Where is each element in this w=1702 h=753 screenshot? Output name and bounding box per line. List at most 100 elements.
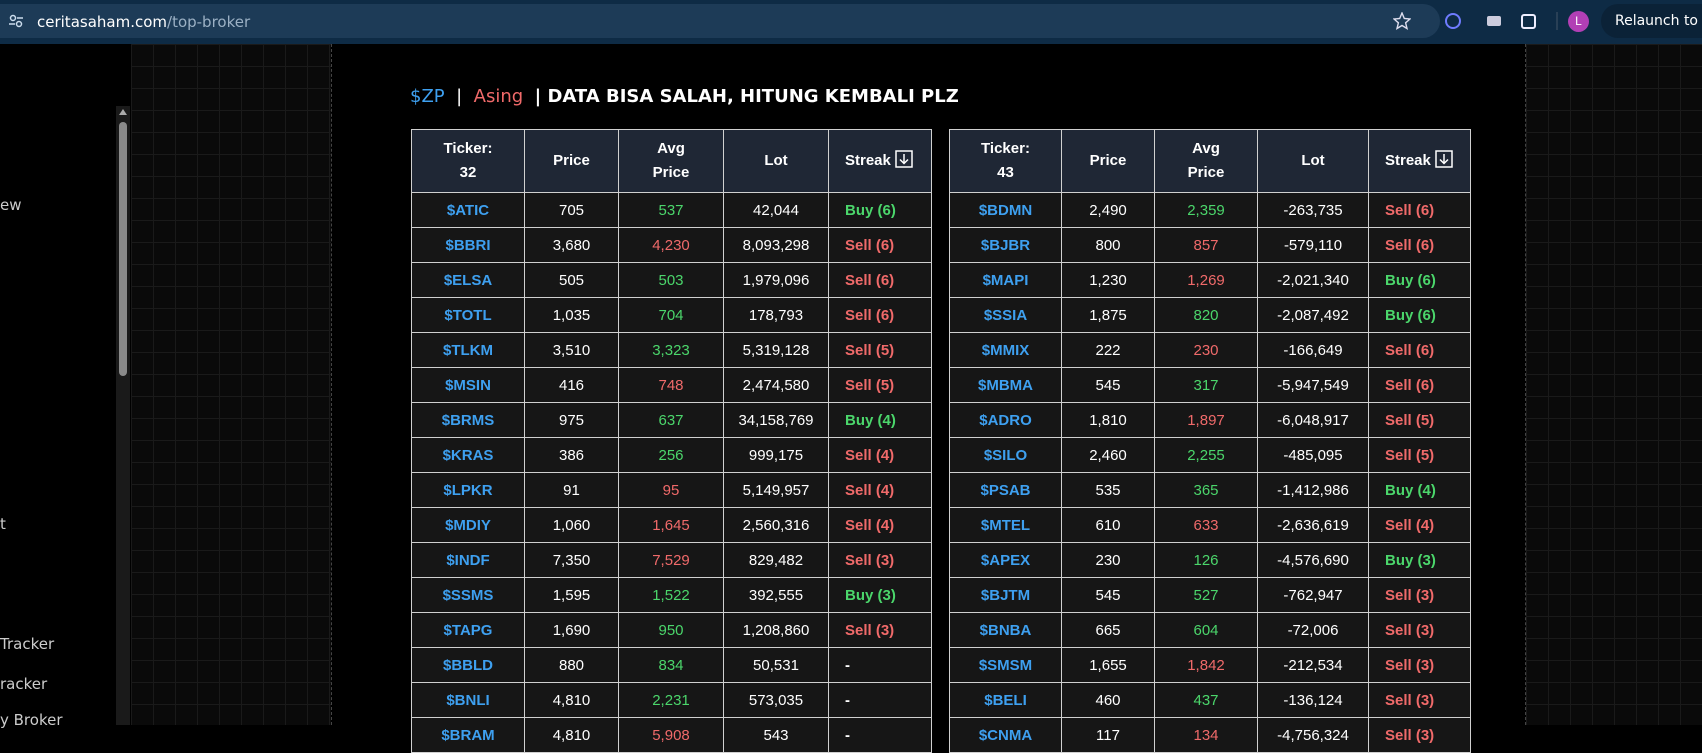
- avg-price-cell: 1,645: [618, 507, 724, 543]
- avg-price-cell: 365: [1154, 472, 1258, 508]
- sidebar-item[interactable]: racker: [0, 675, 48, 693]
- ticker-cell[interactable]: $LPKR: [411, 472, 525, 508]
- toolbar-icons[interactable]: [1444, 12, 1604, 32]
- ticker-cell[interactable]: $SILO: [949, 437, 1062, 473]
- ticker-cell[interactable]: $BBRI: [411, 227, 525, 263]
- ticker-cell[interactable]: $CNMA: [949, 717, 1062, 753]
- price-cell: 665: [1061, 612, 1155, 648]
- ticker-cell[interactable]: $MBMA: [949, 367, 1062, 403]
- scroll-up[interactable]: [119, 109, 127, 115]
- ticker-cell[interactable]: $MTEL: [949, 507, 1062, 543]
- streak-cell: -: [828, 647, 932, 683]
- header-cell: Ticker: 43: [949, 129, 1062, 193]
- sort-icon[interactable]: [895, 150, 913, 168]
- sort-icon[interactable]: [1435, 150, 1453, 168]
- ticker-cell[interactable]: $ELSA: [411, 262, 525, 298]
- avg-price-cell: 437: [1154, 682, 1258, 718]
- avg-price-cell: 637: [618, 402, 724, 438]
- ticker-cell[interactable]: $TLKM: [411, 332, 525, 368]
- streak-cell: Buy (3): [1368, 542, 1471, 578]
- sidebar-item[interactable]: y Broker: [0, 711, 63, 729]
- streak-cell: -: [828, 717, 932, 753]
- ticker-cell[interactable]: $SMSM: [949, 647, 1062, 683]
- streak-cell: Sell (4): [1368, 507, 1471, 543]
- header-cell: Price: [524, 129, 619, 193]
- price-cell: 3,510: [524, 332, 619, 368]
- ticker-cell[interactable]: $TOTL: [411, 297, 525, 333]
- lot-cell: 543: [723, 717, 829, 753]
- table-row: $ELSA 505 503 1,979,096 Sell (6): [411, 262, 932, 298]
- price-cell: 386: [524, 437, 619, 473]
- price-cell: 91: [524, 472, 619, 508]
- ticker-cell[interactable]: $BRAM: [411, 717, 525, 753]
- ticker-cell[interactable]: $BRMS: [411, 402, 525, 438]
- lot-cell: -212,534: [1257, 647, 1369, 683]
- ticker-count: 32: [459, 164, 477, 181]
- avg-price-cell: 5,908: [618, 717, 724, 753]
- price-cell: 1,810: [1061, 402, 1155, 438]
- sidebar-item[interactable]: Tracker: [0, 635, 55, 653]
- ticker-cell[interactable]: $MSIN: [411, 367, 525, 403]
- header-cell[interactable]: Streak: [1368, 129, 1471, 193]
- ticker-cell[interactable]: $BELI: [949, 682, 1062, 718]
- header-cell: Price: [1061, 129, 1155, 193]
- relaunch-button[interactable]: Relaunch to up: [1601, 4, 1702, 38]
- table-row: $KRAS 386 256 999,175 Sell (4): [411, 437, 932, 473]
- ticker-cell[interactable]: $TAPG: [411, 612, 525, 648]
- price-cell: 460: [1061, 682, 1155, 718]
- avg-price-cell: 2,255: [1154, 437, 1258, 473]
- avg-price-cell: 1,842: [1154, 647, 1258, 683]
- ticker-cell[interactable]: $BBLD: [411, 647, 525, 683]
- lot-cell: -2,087,492: [1257, 297, 1369, 333]
- table-row: $SILO 2,460 2,255 -485,095 Sell (5): [949, 437, 1471, 473]
- ticker-cell[interactable]: $BJBR: [949, 227, 1062, 263]
- title-note: | DATA BISA SALAH, HITUNG KEMBALI PLZ: [534, 86, 959, 107]
- ticker-cell[interactable]: $INDF: [411, 542, 525, 578]
- ticker-cell[interactable]: $BJTM: [949, 577, 1062, 613]
- streak-cell: Sell (3): [1368, 577, 1471, 613]
- ticker-cell[interactable]: $BDMN: [949, 192, 1062, 228]
- ticker-cell[interactable]: $BNLI: [411, 682, 525, 718]
- scroll-thumb[interactable]: [119, 122, 127, 376]
- streak-cell: Sell (6): [828, 297, 932, 333]
- ticker-cell[interactable]: $ADRO: [949, 402, 1062, 438]
- ticker-cell[interactable]: $KRAS: [411, 437, 525, 473]
- ticker-count: 43: [997, 164, 1014, 181]
- header-text: Avg: [657, 140, 685, 157]
- ticker-cell[interactable]: $APEX: [949, 542, 1062, 578]
- streak-cell: Buy (6): [1368, 297, 1471, 333]
- scrollbar[interactable]: [116, 106, 130, 725]
- browser-bar: ceritasaham.com/top-broker L Relaunch to…: [0, 0, 1702, 44]
- header-row: Ticker: 43 Price Avg Price Lot Streak: [949, 129, 1471, 193]
- site-info-icon[interactable]: [8, 13, 24, 29]
- sidebar-item[interactable]: ew: [0, 196, 22, 214]
- avg-price-cell: 2,359: [1154, 192, 1258, 228]
- header-text: Avg: [1192, 140, 1220, 157]
- sidebar-item[interactable]: t: [0, 515, 6, 533]
- avg-price-cell: 1,269: [1154, 262, 1258, 298]
- page-title: $ZP | Asing | DATA BISA SALAH, HITUNG KE…: [410, 86, 959, 107]
- ticker-cell[interactable]: $SSIA: [949, 297, 1062, 333]
- bookmark-star[interactable]: [1393, 12, 1411, 30]
- ticker-cell[interactable]: $MMIX: [949, 332, 1062, 368]
- avg-price-cell: 317: [1154, 367, 1258, 403]
- price-cell: 1,060: [524, 507, 619, 543]
- ticker-cell[interactable]: $ATIC: [411, 192, 525, 228]
- ticker-cell[interactable]: $MDIY: [411, 507, 525, 543]
- profile-avatar[interactable]: L: [1568, 11, 1589, 32]
- title-side: Asing: [473, 86, 524, 107]
- avg-price-cell: 7,529: [618, 542, 724, 578]
- header-cell[interactable]: Streak: [828, 129, 932, 193]
- streak-cell: Sell (3): [828, 542, 932, 578]
- streak-cell: Sell (6): [1368, 227, 1471, 263]
- table-row: $MTEL 610 633 -2,636,619 Sell (4): [949, 507, 1471, 543]
- ticker-cell[interactable]: $SSMS: [411, 577, 525, 613]
- background-grid: [1526, 44, 1702, 725]
- ticker-cell[interactable]: $PSAB: [949, 472, 1062, 508]
- address-bar[interactable]: ceritasaham.com/top-broker: [0, 4, 1440, 38]
- streak-cell: Sell (3): [1368, 612, 1471, 648]
- ticker-cell[interactable]: $BNBA: [949, 612, 1062, 648]
- lot-cell: -6,048,917: [1257, 402, 1369, 438]
- price-cell: 1,690: [524, 612, 619, 648]
- ticker-cell[interactable]: $MAPI: [949, 262, 1062, 298]
